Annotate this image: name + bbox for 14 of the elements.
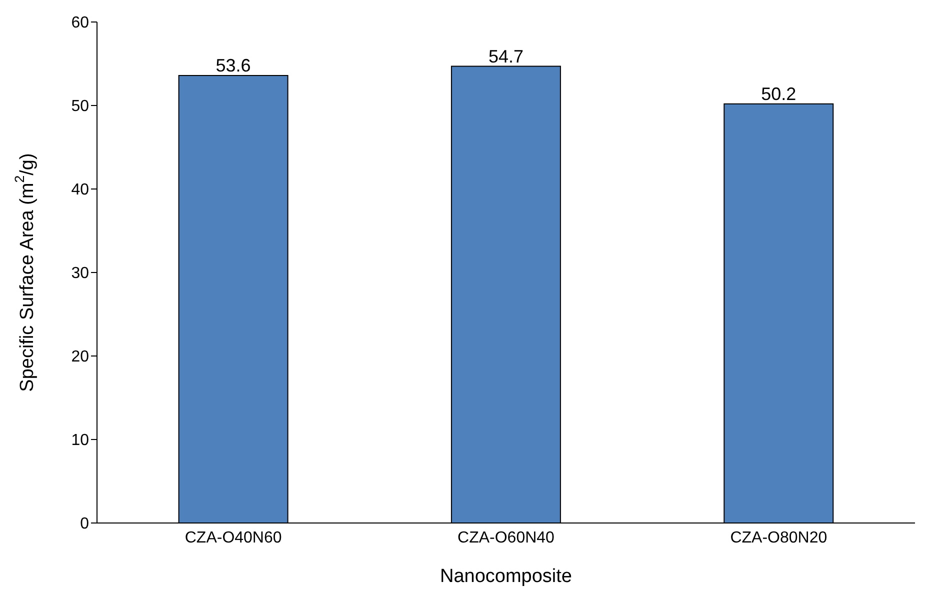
data-label: 53.6 — [216, 55, 251, 76]
data-label: 54.7 — [488, 46, 524, 66]
y-tick-label: 50 — [71, 98, 90, 116]
y-tick-label: 40 — [71, 182, 90, 199]
x-tick-label: CZA-O60N40 — [458, 529, 555, 546]
y-tick-label: 0 — [80, 516, 90, 533]
y-tick-label: 20 — [71, 348, 90, 366]
y-tick-label: 60 — [71, 14, 90, 32]
x-axis-title: Nanocomposite — [440, 566, 572, 587]
x-tick-label: CZA-O40N60 — [184, 529, 282, 546]
data-label: 50.2 — [761, 84, 796, 104]
y-tick-label: 10 — [71, 432, 90, 450]
x-tick-label: CZA-O80N20 — [730, 529, 828, 546]
y-tick-label: 30 — [71, 265, 90, 282]
